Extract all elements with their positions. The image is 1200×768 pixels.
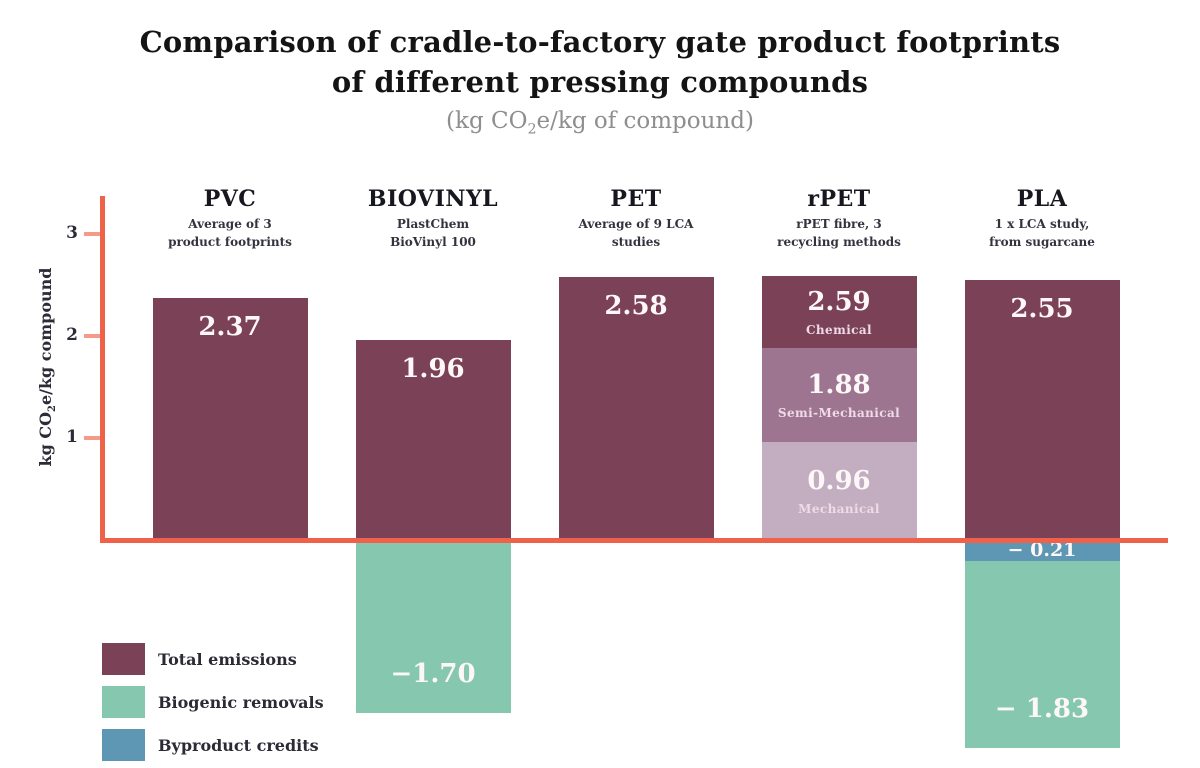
y-tick-mark-1 (84, 436, 100, 440)
subtitle-pre: (kg CO (446, 108, 528, 135)
bar-value-label: 1.88 (807, 369, 871, 400)
bar-segment-pla-biogenic: − 1.83 (964, 561, 1120, 749)
category-note-line: BioVinyl 100 (390, 235, 476, 249)
chart-title-line-2: of different pressing compounds (331, 65, 869, 100)
chart-header: Comparison of cradle-to-factory gate pro… (0, 22, 1200, 138)
subtitle-post: e/kg of compound) (536, 108, 754, 135)
category-header-biovinyl: BIOVINYL PlastChem BioVinyl 100 (318, 186, 548, 251)
legend-item-biogenic-removals: Biogenic removals (102, 686, 324, 718)
y-axis-line (100, 196, 105, 543)
category-note-rpet: rPET fibre, 3 recycling methods (724, 215, 954, 251)
legend-label: Total emissions (158, 649, 297, 669)
category-header-pla: PLA 1 x LCA study, from sugarcane (927, 186, 1157, 251)
bar-value-label: 2.37 (198, 312, 262, 343)
legend-label: Byproduct credits (158, 735, 319, 755)
y-tick-label-3: 3 (66, 223, 78, 243)
category-note-biovinyl: PlastChem BioVinyl 100 (318, 215, 548, 251)
category-note-line: studies (611, 235, 661, 249)
bar-value-label: 2.59 (807, 286, 871, 317)
y-axis-label-subscript: 2 (47, 405, 59, 412)
subtitle-subscript: 2 (527, 121, 537, 138)
bar-segment-sublabel: Semi-Mechanical (777, 405, 901, 420)
bar-segment-pla-byproduct: − 0.21 (964, 539, 1120, 562)
y-tick-mark-2 (84, 334, 100, 338)
category-name-pla: PLA (1016, 186, 1068, 212)
chart-title-line-1: Comparison of cradle-to-factory gate pro… (139, 25, 1061, 59)
bar-segment-pet-emissions: 2.58 (558, 276, 714, 540)
bar-value-label: − 1.83 (994, 694, 1090, 725)
bar-value-label: 1.96 (401, 354, 465, 385)
category-note-line: 1 x LCA study, (994, 217, 1090, 231)
category-note-pvc: Average of 3 product footprints (115, 215, 345, 251)
category-note-line: rPET fibre, 3 (796, 217, 882, 231)
legend-item-byproduct-credits: Byproduct credits (102, 729, 324, 761)
category-note-line: PlastChem (396, 217, 470, 231)
chart-subtitle: (kg CO2e/kg of compound) (0, 108, 1200, 138)
legend-swatch-biogenic (102, 686, 145, 718)
category-note-line: Average of 9 LCA (578, 217, 694, 231)
category-note-line: from sugarcane (989, 235, 1095, 249)
y-tick-label-2: 2 (66, 325, 78, 345)
category-note-line: recycling methods (777, 235, 901, 249)
bar-segment-rpet-semi_mechanical: 1.88 Semi-Mechanical (761, 348, 917, 443)
category-note-pla: 1 x LCA study, from sugarcane (927, 215, 1157, 251)
bar-value-label: 2.58 (604, 290, 668, 321)
bar-segment-sublabel: Chemical (805, 322, 872, 337)
bar-value-label: −1.70 (390, 659, 476, 690)
bar-segment-rpet-mechanical: 0.96 Mechanical (761, 442, 917, 540)
category-name-pet: PET (610, 186, 662, 212)
legend-swatch-emissions (102, 643, 145, 675)
bar-segment-pla-emissions: 2.55 (964, 279, 1120, 540)
legend-item-total-emissions: Total emissions (102, 643, 324, 675)
legend: Total emissions Biogenic removals Byproduc… (102, 643, 324, 768)
bar-segment-sublabel: Mechanical (798, 501, 880, 516)
bar-segment-biovinyl-biogenic: −1.70 (355, 540, 511, 714)
x-axis-baseline (100, 538, 1168, 543)
category-header-pet: PET Average of 9 LCA studies (521, 186, 751, 251)
category-note-line: Average of 3 (188, 217, 272, 231)
bar-value-label: 0.96 (807, 465, 871, 496)
y-tick-label-1: 1 (66, 427, 78, 447)
category-name-rpet: rPET (807, 186, 871, 212)
category-note-line: product footprints (168, 235, 292, 249)
bar-segment-rpet-emissions: 2.59 Chemical (761, 275, 917, 349)
category-header-pvc: PVC Average of 3 product footprints (115, 186, 345, 251)
y-tick-mark-3 (84, 232, 100, 236)
category-header-rpet: rPET rPET fibre, 3 recycling methods (724, 186, 954, 251)
category-note-pet: Average of 9 LCA studies (521, 215, 751, 251)
bar-segment-pvc-emissions: 2.37 (152, 298, 308, 540)
bar-value-label: − 0.21 (1007, 539, 1077, 562)
legend-label: Biogenic removals (158, 692, 324, 712)
category-name-pvc: PVC (203, 186, 257, 212)
bar-value-label: 2.55 (1010, 293, 1074, 324)
category-name-biovinyl: BIOVINYL (367, 186, 499, 212)
legend-swatch-byproduct (102, 729, 145, 761)
bar-segment-biovinyl-emissions: 1.96 (355, 340, 511, 540)
